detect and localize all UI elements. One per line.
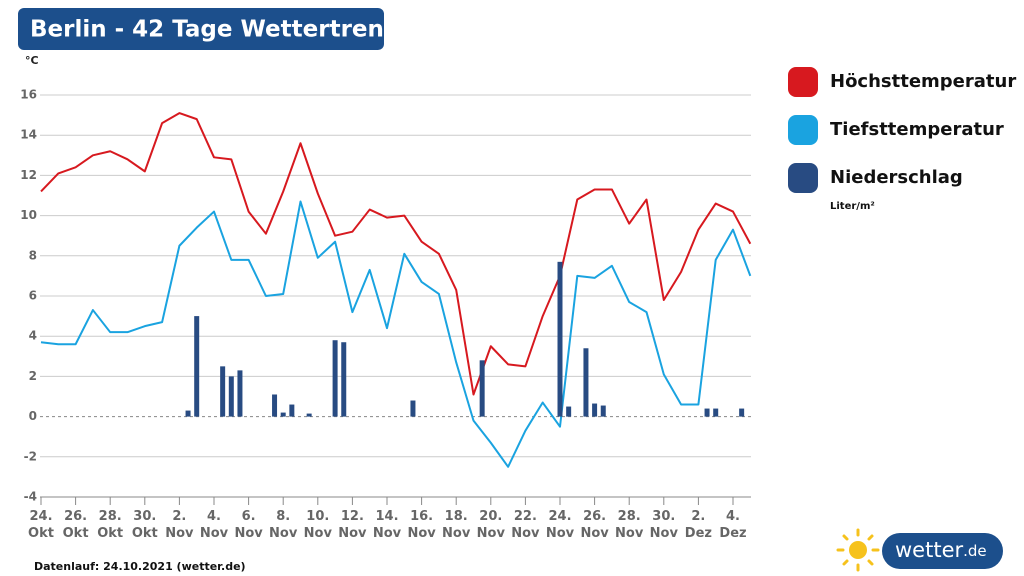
- y-tick-label: 2: [29, 369, 37, 383]
- precip-bar: [228, 376, 234, 417]
- precip-bar: [306, 413, 312, 417]
- x-tick-label: 4. Dez: [719, 509, 747, 541]
- y-tick-label: 16: [20, 88, 37, 102]
- precip-bar: [185, 410, 191, 417]
- y-tick-label: -4: [24, 490, 37, 504]
- precip-bar: [583, 348, 589, 417]
- x-tick-label: 30. Okt: [131, 509, 158, 541]
- y-tick-label: 4: [29, 329, 37, 343]
- legend-unit: Liter/m²: [830, 201, 875, 212]
- x-tick-label: 8. Nov: [269, 509, 298, 541]
- footer: Datenlauf: 24.10.2021 (wetter.de): [34, 560, 246, 573]
- y-tick-label: -2: [24, 449, 37, 463]
- precip-bar: [713, 408, 719, 417]
- precip-bar: [704, 408, 710, 417]
- x-tick-label: 24. Okt: [28, 509, 54, 541]
- precip-bar: [220, 366, 226, 417]
- precip-bar: [289, 404, 295, 417]
- x-tick-label: 10. Nov: [303, 509, 332, 541]
- y-axis-label: °C: [25, 54, 39, 67]
- x-tick-label: 24. Nov: [545, 509, 575, 541]
- precip-bar: [739, 408, 745, 417]
- precip-bar: [280, 412, 286, 417]
- precip-bar: [341, 342, 347, 417]
- x-tick-label: 20. Nov: [476, 509, 505, 541]
- x-tick-label: 16. Nov: [407, 509, 436, 541]
- x-tick-label: 28. Nov: [615, 509, 644, 541]
- y-tick-label: 8: [29, 248, 37, 262]
- legend-swatch: [788, 163, 818, 193]
- precip-bar: [194, 316, 200, 417]
- y-tick-label: 6: [29, 289, 37, 303]
- legend-label: Höchsttemperatur: [830, 71, 1016, 92]
- x-tick-label: 30. Nov: [649, 509, 678, 541]
- x-tick-label: 26. Okt: [62, 509, 89, 541]
- x-tick-label: 18. Nov: [442, 509, 471, 541]
- legend-label: Niederschlag: [830, 167, 963, 188]
- y-tick-label: 14: [20, 128, 37, 142]
- x-tick-label: 2. Nov: [165, 509, 194, 541]
- precip-bar: [272, 394, 278, 417]
- precip-bar: [566, 406, 572, 417]
- precip-bar: [237, 370, 243, 417]
- legend-swatch: [788, 67, 818, 97]
- y-tick-label: 10: [20, 208, 37, 222]
- title-box: [18, 8, 384, 50]
- precip-bar: [557, 261, 563, 417]
- x-tick-label: 6. Nov: [234, 509, 263, 541]
- line: [40, 200, 752, 468]
- legend-label: Tiefsttemperatur: [830, 119, 1004, 140]
- precip-bar: [410, 400, 416, 417]
- precip-bar: [332, 340, 338, 417]
- legend-swatch: [788, 115, 818, 145]
- x-tick-label: 12. Nov: [338, 509, 367, 541]
- x-tick-label: 26. Nov: [580, 509, 609, 541]
- y-tick-label: 0: [29, 409, 37, 423]
- x-tick-label: 2. Dez: [684, 509, 712, 541]
- x-tick-label: 22. Nov: [511, 509, 540, 541]
- precip-bar: [592, 403, 598, 417]
- x-tick-label: 4. Nov: [199, 509, 229, 541]
- precip-bar: [479, 360, 485, 417]
- logo: wetter.de: [836, 528, 1003, 572]
- x-tick-label: 28. Okt: [97, 509, 124, 541]
- y-tick-label: 12: [20, 168, 37, 182]
- logo-text: wetter.de: [895, 538, 987, 562]
- chart-title: Berlin - 42 Tage Wettertrend: [30, 17, 400, 43]
- precip-bar: [600, 405, 606, 417]
- x-tick-label: 14. Nov: [372, 509, 402, 541]
- line: [40, 112, 752, 396]
